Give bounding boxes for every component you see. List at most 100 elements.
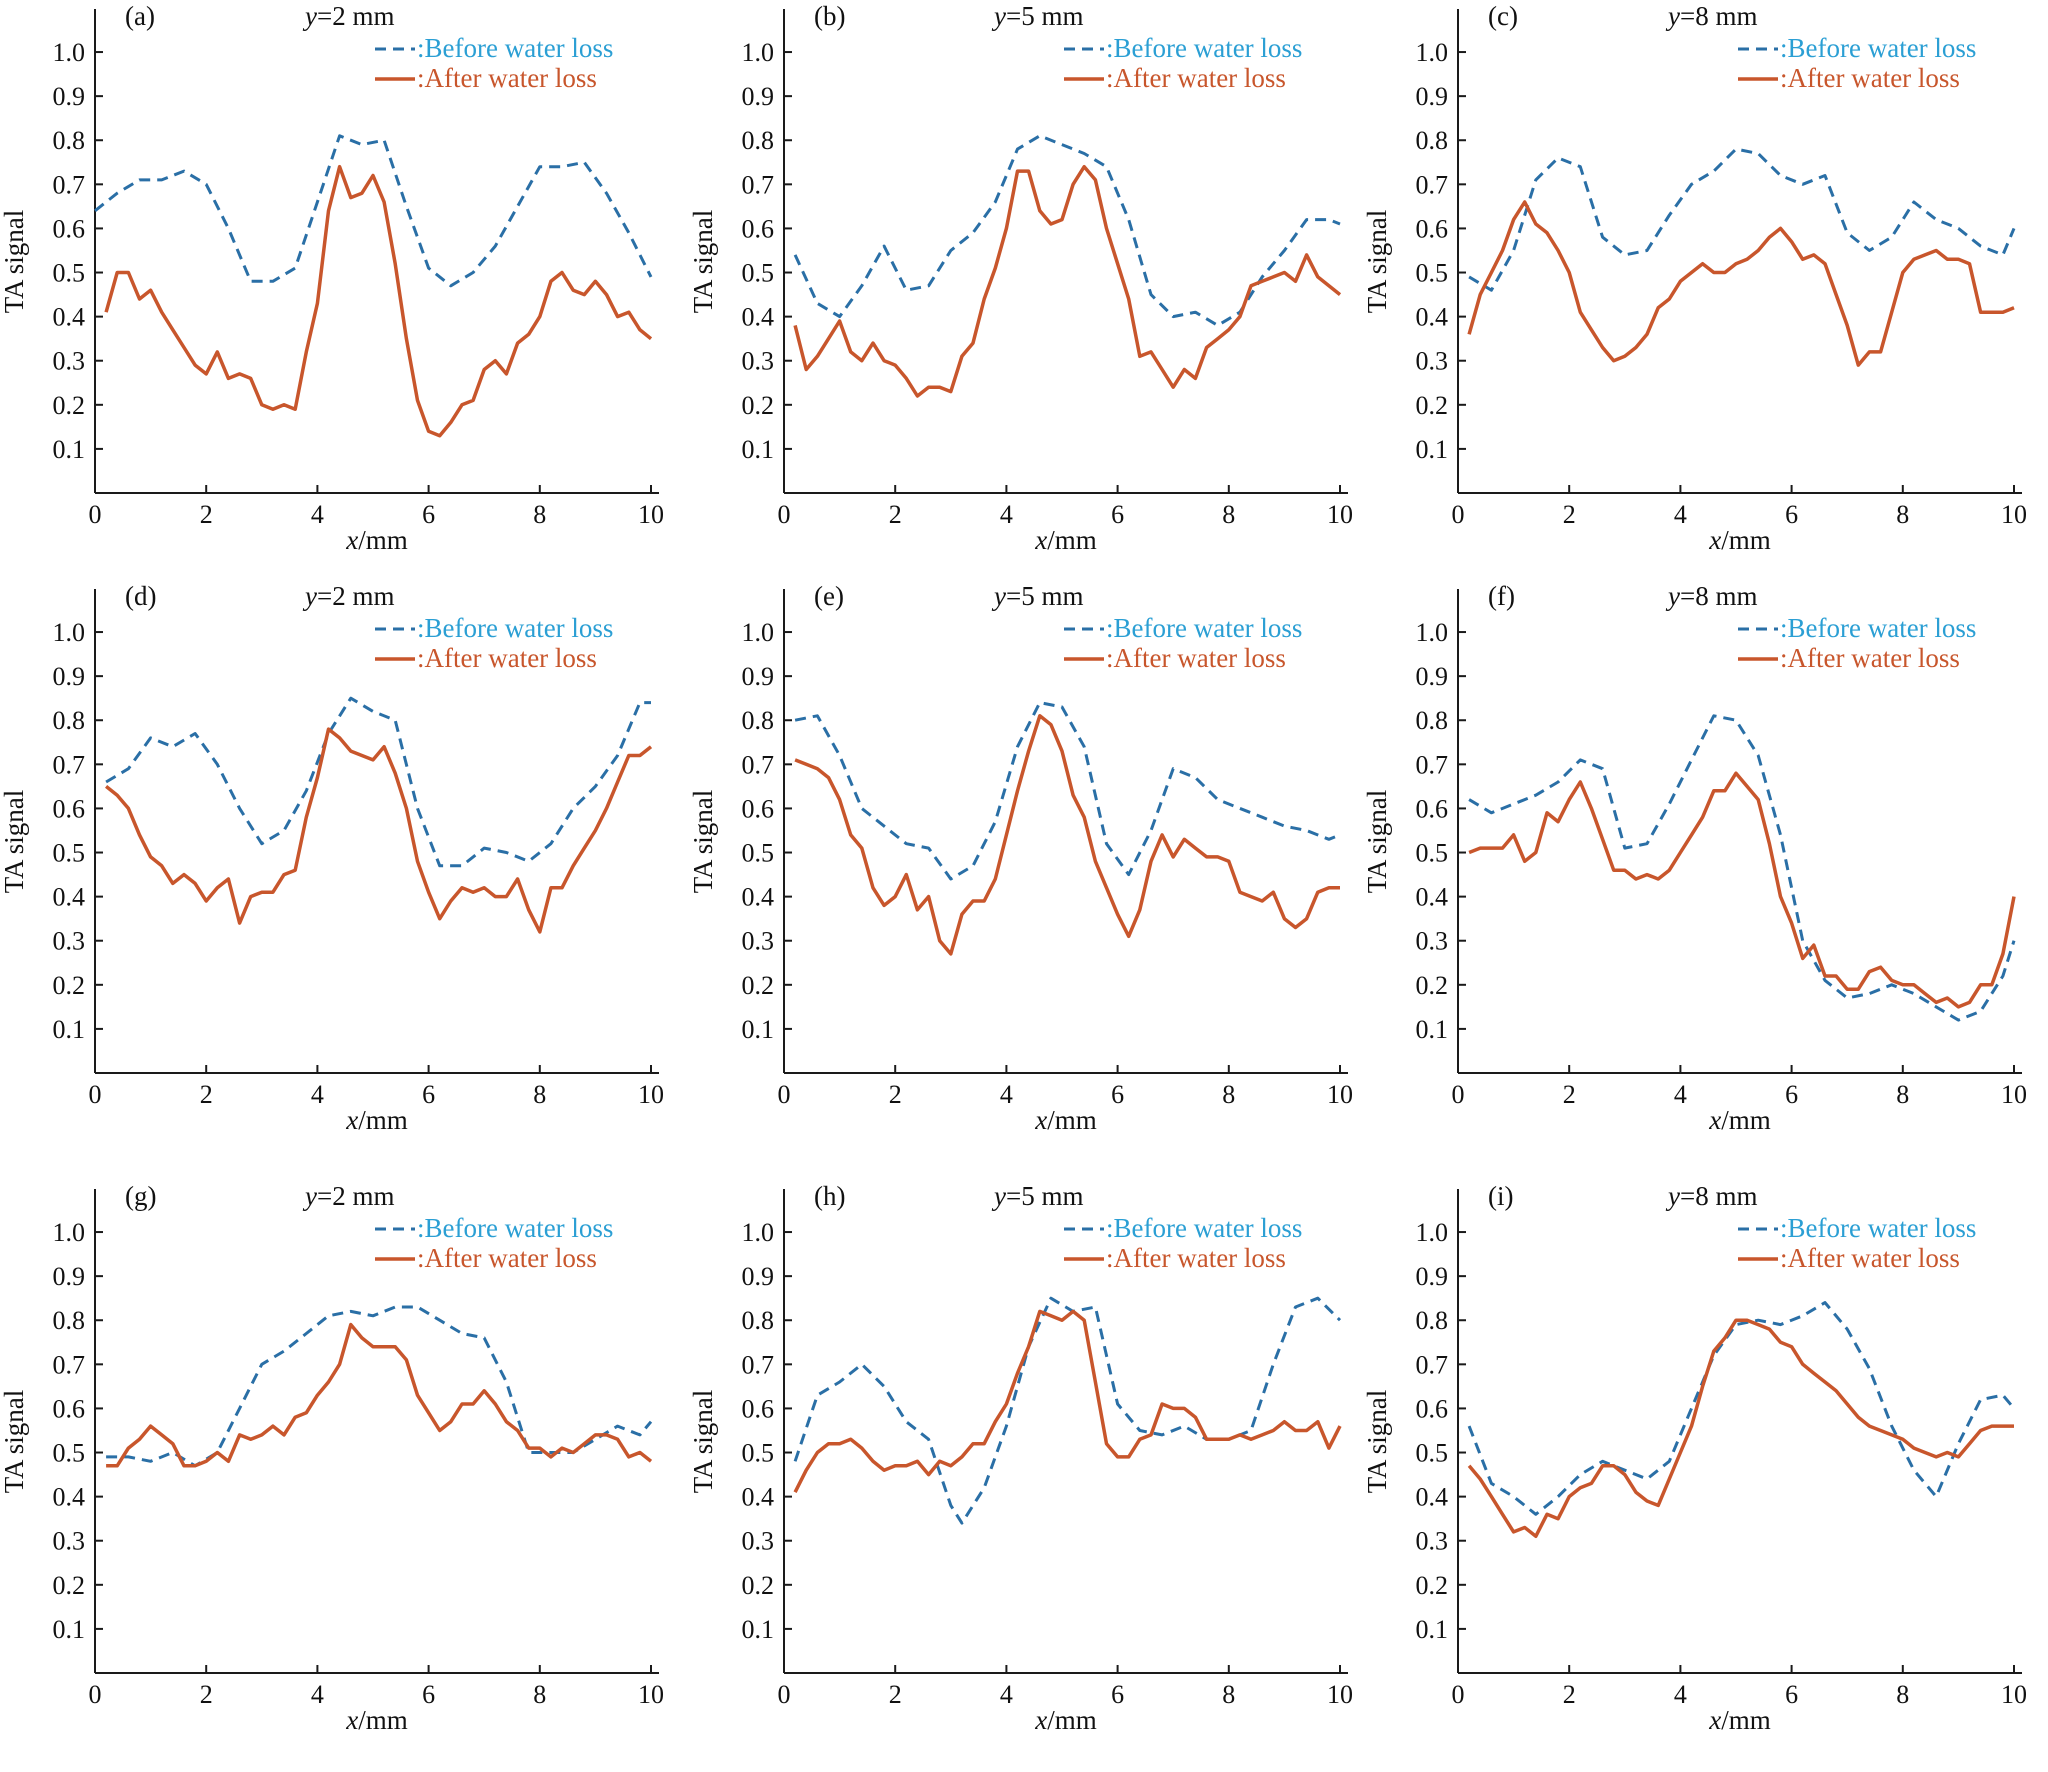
legend-label: :Before water loss <box>1106 1213 1302 1243</box>
y-tick-label: 0.5 <box>742 1439 775 1468</box>
series-before-line <box>793 1296 1342 1525</box>
y-tick-label: 0.6 <box>742 1394 775 1423</box>
y-tick-label: 0.7 <box>53 750 86 779</box>
y-tick-label: 0.7 <box>1416 750 1449 779</box>
panel-label: (f) <box>1488 581 1515 611</box>
x-axis-label-variable: x <box>1708 1105 1721 1135</box>
x-axis-label: x/mm <box>1708 1105 1771 1135</box>
x-tick-label: 10 <box>2001 1080 2027 1109</box>
x-axis-label: x/mm <box>345 1105 408 1135</box>
y-tick-label: 0.2 <box>742 391 775 420</box>
y-tick-label: 0.8 <box>53 126 86 155</box>
y-tick-label: 0.7 <box>1416 170 1449 199</box>
y-tick-label: 0.8 <box>742 1306 775 1335</box>
x-axis-label-variable: x <box>1708 1705 1721 1735</box>
x-tick-label: 6 <box>422 1680 435 1709</box>
chart-panel: 0 2 4 6 8 10 0.1 0.2 0.3 0.4 0.5 0.6 0.7 0.8 0.9 1.0 TA … <box>0 1 664 555</box>
x-tick-label: 8 <box>1222 500 1235 529</box>
panel-title-value: =5 mm <box>1006 1 1083 31</box>
chart-panel: 0 2 4 6 8 10 0.1 0.2 0.3 0.4 0.5 0.6 0.7 0.8 0.9 1.0 TA … <box>1362 1 2027 555</box>
x-tick-label: 8 <box>533 1080 546 1109</box>
x-tick-label: 0 <box>778 1680 791 1709</box>
y-tick-label: 0.2 <box>742 1571 775 1600</box>
x-tick-label: 10 <box>2001 1680 2027 1709</box>
series-before-line <box>94 134 653 288</box>
y-tick-label: 0.9 <box>53 82 86 111</box>
legend-label: :Before water loss <box>1106 33 1302 63</box>
x-tick-label: 6 <box>422 1080 435 1109</box>
panel-title: y=2 mm <box>302 1181 394 1211</box>
x-axis-label: x/mm <box>1034 1105 1097 1135</box>
x-axis-label-variable: x <box>345 525 358 555</box>
series-before-line <box>1468 714 2016 1022</box>
x-axis-label: x/mm <box>345 1705 408 1735</box>
x-tick-label: 6 <box>422 500 435 529</box>
x-tick-label: 6 <box>1111 1680 1124 1709</box>
panel-label: (g) <box>125 1181 156 1211</box>
x-tick-label: 0 <box>1452 500 1465 529</box>
x-tick-label: 8 <box>533 500 546 529</box>
y-tick-label: 0.6 <box>53 1394 86 1423</box>
x-axis-label: x/mm <box>345 525 408 555</box>
legend-label: :After water loss <box>417 63 597 93</box>
y-tick-label: 0.4 <box>53 1483 86 1512</box>
legend-label: :After water loss <box>417 1243 597 1273</box>
x-axis-label-variable: x <box>1034 1705 1047 1735</box>
panel-title-variable: y <box>302 1181 317 1211</box>
y-axis-label: TA signal <box>688 210 718 314</box>
y-tick-label: 0.7 <box>53 1350 86 1379</box>
y-tick-label: 0.3 <box>53 1527 86 1556</box>
x-tick-label: 4 <box>1000 500 1013 529</box>
y-tick-label: 0.6 <box>53 214 86 243</box>
y-tick-label: 0.5 <box>53 1439 86 1468</box>
legend-label: :After water loss <box>417 643 597 673</box>
x-tick-label: 2 <box>889 500 902 529</box>
x-axis-label-unit: /mm <box>358 525 408 555</box>
panel-label: (e) <box>814 581 844 611</box>
panel-title: y=5 mm <box>991 1181 1083 1211</box>
x-tick-label: 10 <box>638 1080 664 1109</box>
x-tick-label: 4 <box>1000 1080 1013 1109</box>
x-axis-label-unit: /mm <box>1721 525 1771 555</box>
y-axis-label: TA signal <box>0 210 29 314</box>
legend-label: :Before water loss <box>417 33 613 63</box>
y-tick-label: 1.0 <box>742 618 775 647</box>
legend-label: :Before water loss <box>417 613 613 643</box>
x-tick-label: 0 <box>89 500 102 529</box>
legend-label: :After water loss <box>1106 643 1286 673</box>
panel-title-value: =2 mm <box>317 1181 394 1211</box>
x-tick-label: 2 <box>200 1080 213 1109</box>
y-tick-label: 0.3 <box>53 347 86 376</box>
y-tick-label: 0.3 <box>53 927 86 956</box>
y-tick-label: 0.9 <box>53 1262 86 1291</box>
y-tick-label: 0.5 <box>53 259 86 288</box>
x-tick-label: 4 <box>311 500 324 529</box>
y-tick-label: 0.2 <box>1416 971 1449 1000</box>
panel-title-variable: y <box>302 1 317 31</box>
y-tick-label: 0.6 <box>53 794 86 823</box>
panel-title: y=5 mm <box>991 1 1083 31</box>
chart-panel: 0 2 4 6 8 10 0.1 0.2 0.3 0.4 0.5 0.6 0.7 0.8 0.9 1.0 TA … <box>688 581 1353 1135</box>
x-axis-label: x/mm <box>1708 1705 1771 1735</box>
x-tick-label: 8 <box>1896 1080 1909 1109</box>
x-tick-label: 8 <box>533 1680 546 1709</box>
y-tick-label: 0.8 <box>742 126 775 155</box>
y-tick-label: 0.5 <box>742 839 775 868</box>
y-tick-label: 0.8 <box>1416 126 1449 155</box>
y-tick-label: 1.0 <box>53 38 86 67</box>
x-tick-label: 8 <box>1896 1680 1909 1709</box>
y-tick-label: 0.3 <box>1416 927 1449 956</box>
y-tick-label: 0.6 <box>1416 1394 1449 1423</box>
y-tick-label: 0.5 <box>1416 839 1449 868</box>
y-tick-label: 0.1 <box>742 1015 775 1044</box>
series-before-line <box>105 696 651 868</box>
y-tick-label: 1.0 <box>1416 1218 1449 1247</box>
y-tick-label: 0.6 <box>1416 214 1449 243</box>
panel-title-value: =5 mm <box>1006 1181 1083 1211</box>
y-tick-label: 0.3 <box>742 347 775 376</box>
panel-title-variable: y <box>1665 1 1680 31</box>
y-tick-label: 0.5 <box>1416 1439 1449 1468</box>
chart-panel: 0 2 4 6 8 10 0.1 0.2 0.3 0.4 0.5 0.6 0.7 0.8 0.9 1.0 TA … <box>0 1181 664 1735</box>
series-before-line <box>106 1305 653 1468</box>
